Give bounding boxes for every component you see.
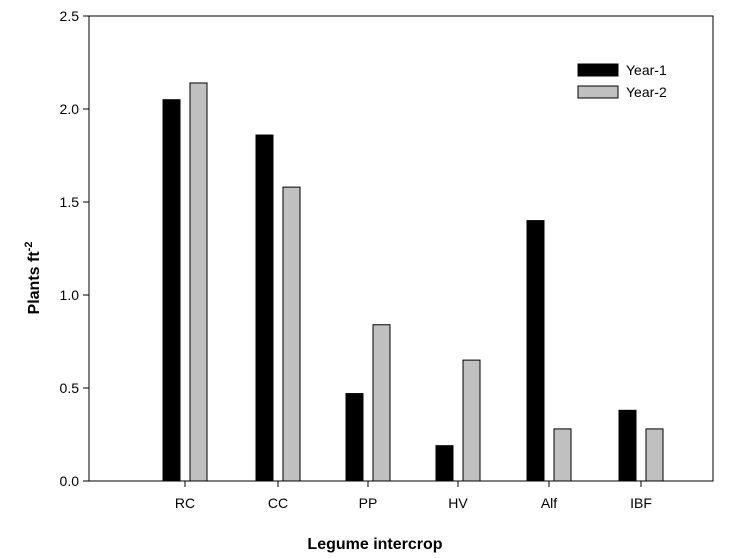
bar-year-1-alf [526, 220, 545, 482]
bar-year-1-ibf [618, 409, 637, 482]
legend: Year-1 Year-2 [577, 62, 667, 100]
y-axis-title-superscript: -2 [23, 242, 35, 252]
bar-year-2-rc [189, 82, 208, 482]
x-tick-label-alf: Alf [541, 495, 557, 511]
x-tick-label-hv: HV [448, 495, 468, 511]
x-axis-ticks: RC CC PP HV Alf IBF [175, 481, 652, 511]
legend-label-year-2: Year-2 [626, 84, 667, 100]
y-tick-label: 0.0 [60, 473, 80, 489]
y-tick-label: 0.5 [60, 380, 80, 396]
x-tick-label-pp: PP [359, 495, 378, 511]
bar-year-2-cc [282, 186, 301, 482]
y-axis-title-text: Plants ft [26, 251, 43, 315]
x-tick-label-rc: RC [175, 495, 195, 511]
bar-year-1-cc [255, 134, 274, 482]
legend-swatch-year-2 [577, 85, 619, 99]
legend-label-year-1: Year-1 [626, 62, 667, 78]
bar-year-1-rc [162, 99, 181, 482]
y-tick-label: 1.5 [60, 194, 80, 210]
y-tick-label: 2.0 [60, 101, 80, 117]
x-axis-title: Legume intercrop [307, 536, 442, 553]
legend-swatch-year-1 [577, 63, 619, 77]
y-tick-label: 1.0 [60, 287, 80, 303]
bar-year-2-pp [372, 324, 391, 482]
x-tick-label-cc: CC [268, 495, 288, 511]
y-axis-ticks: 0.0 0.5 1.0 1.5 2.0 2.5 [60, 8, 89, 489]
y-tick-label: 2.5 [60, 8, 80, 24]
bar-year-1-pp [345, 393, 364, 482]
plot-area-border [88, 15, 714, 482]
plot-frame [88, 15, 714, 482]
y-axis-title: Plants ft-2 [23, 242, 43, 315]
bar-year-2-hv [462, 359, 481, 482]
bar-year-2-ibf [645, 428, 664, 482]
bars [162, 82, 664, 482]
x-tick-label-ibf: IBF [630, 495, 652, 511]
bar-year-1-hv [435, 445, 454, 482]
bar-year-2-alf [553, 428, 572, 482]
